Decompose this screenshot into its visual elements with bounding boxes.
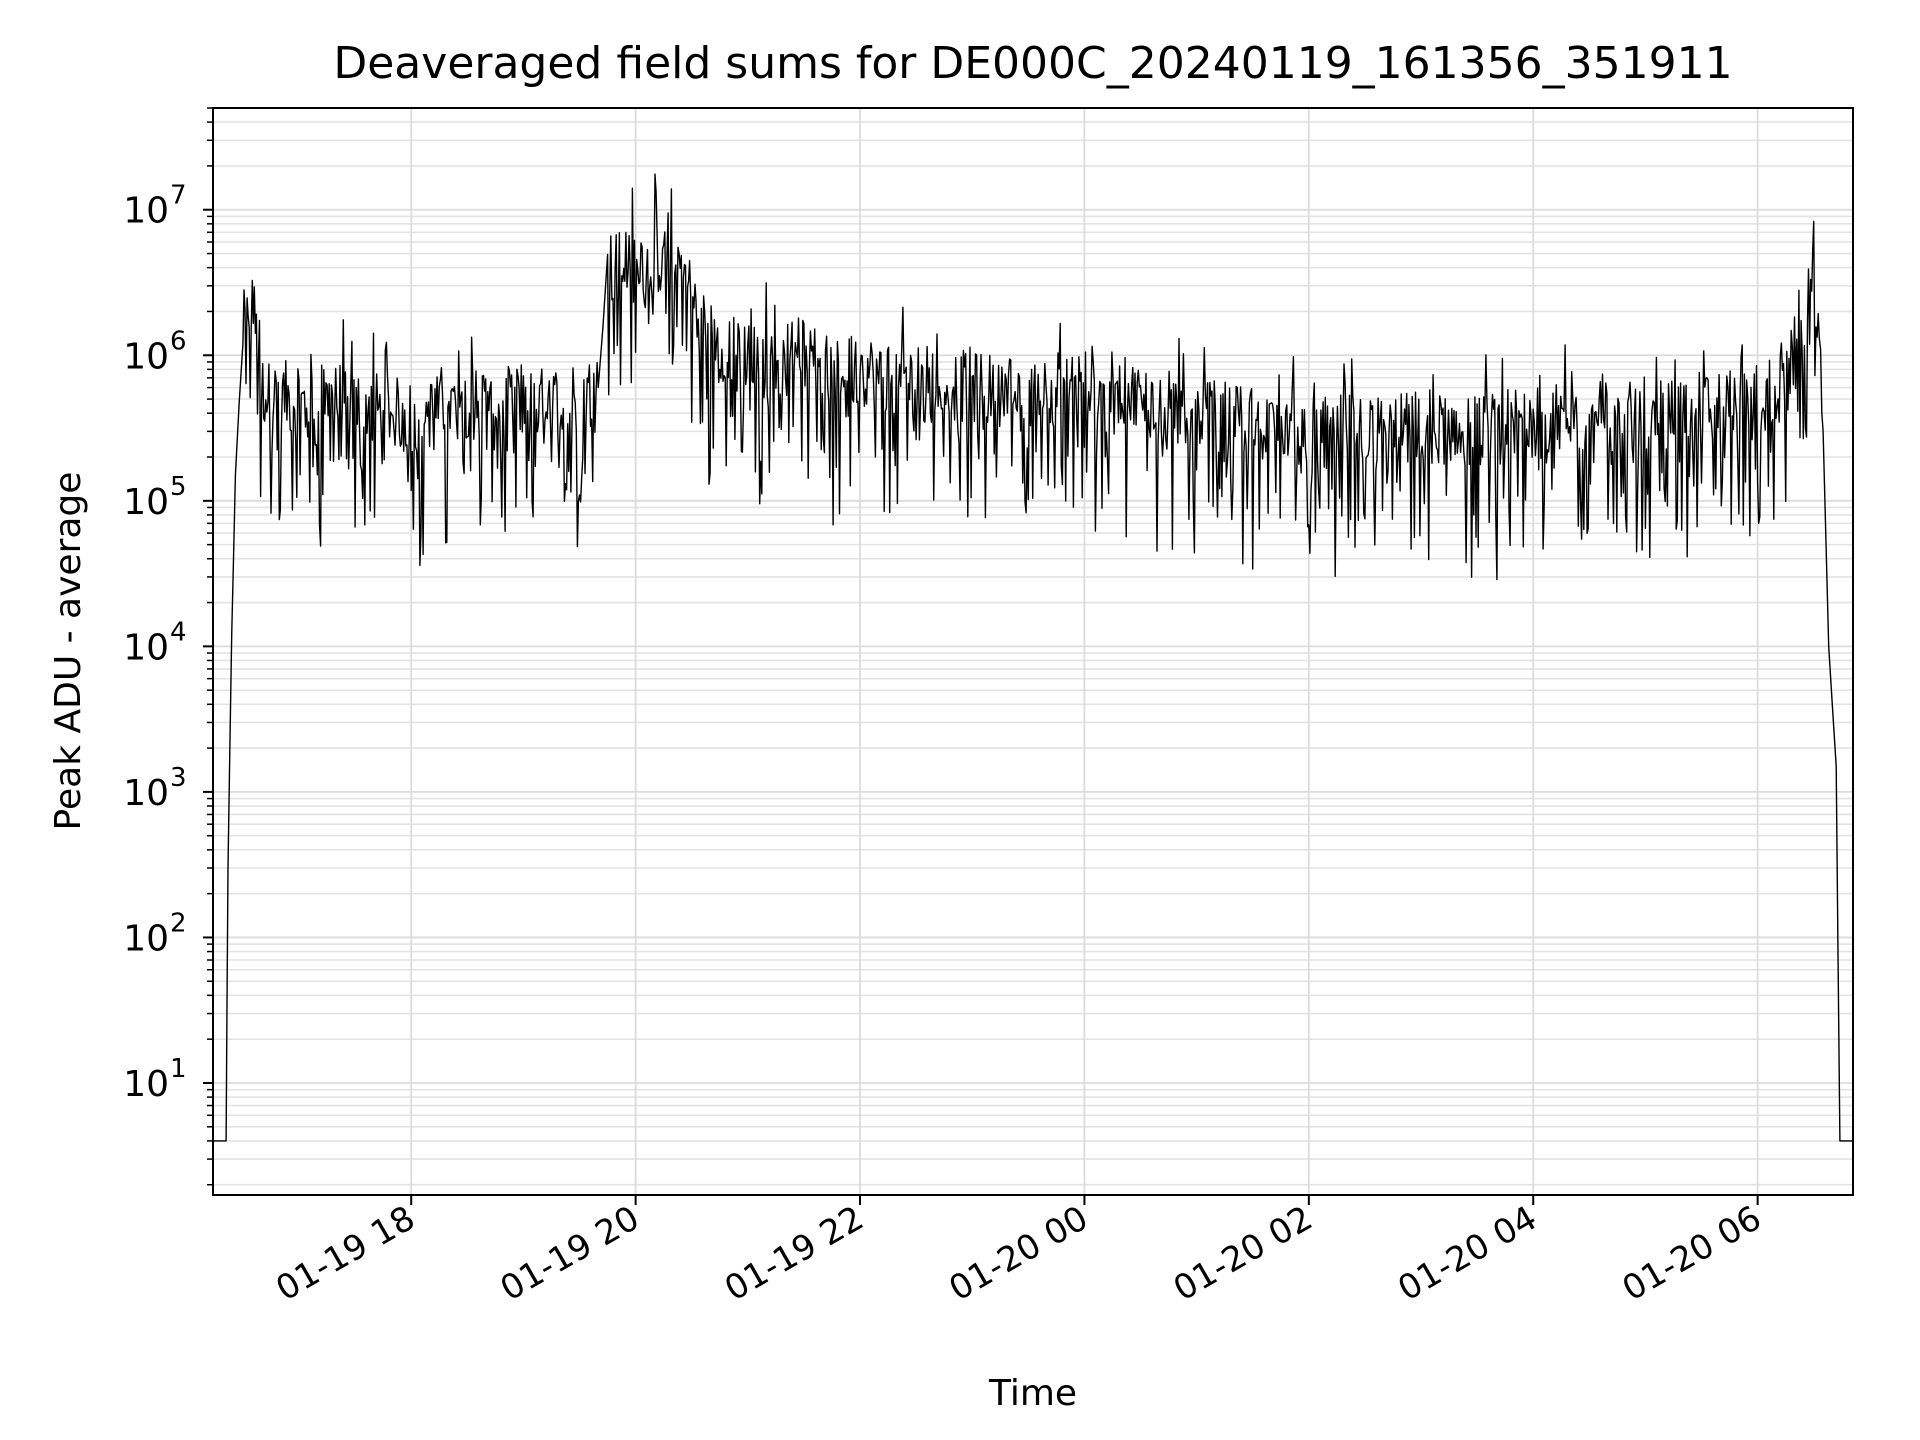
y-tick-label-exponent: 6 xyxy=(170,326,187,356)
y-tick-label: 10 xyxy=(123,627,169,668)
y-tick-label: 10 xyxy=(123,191,169,232)
y-tick-label: 10 xyxy=(123,918,169,959)
y-tick-label: 10 xyxy=(123,482,169,523)
series-line xyxy=(213,173,1853,1142)
y-tick-label: 10 xyxy=(123,773,169,814)
y-tick-label-exponent: 3 xyxy=(170,763,187,793)
x-axis-label: Time xyxy=(988,1373,1077,1414)
y-axis-label: Peak ADU - average xyxy=(48,472,89,831)
plot-frame xyxy=(212,107,1854,1196)
y-tick-label: 10 xyxy=(123,336,169,377)
y-tick-label-exponent: 4 xyxy=(170,617,187,647)
y-tick-label-exponent: 5 xyxy=(170,472,187,502)
y-tick-label-exponent: 7 xyxy=(170,181,187,211)
chart-title: Deaveraged field sums for DE000C_2024011… xyxy=(333,38,1732,89)
y-tick-label-exponent: 1 xyxy=(170,1054,187,1084)
grid-lines xyxy=(213,107,1853,1195)
y-tick-label: 10 xyxy=(123,1064,169,1105)
series-layer xyxy=(213,173,1853,1142)
y-tick-label-exponent: 2 xyxy=(170,908,187,938)
